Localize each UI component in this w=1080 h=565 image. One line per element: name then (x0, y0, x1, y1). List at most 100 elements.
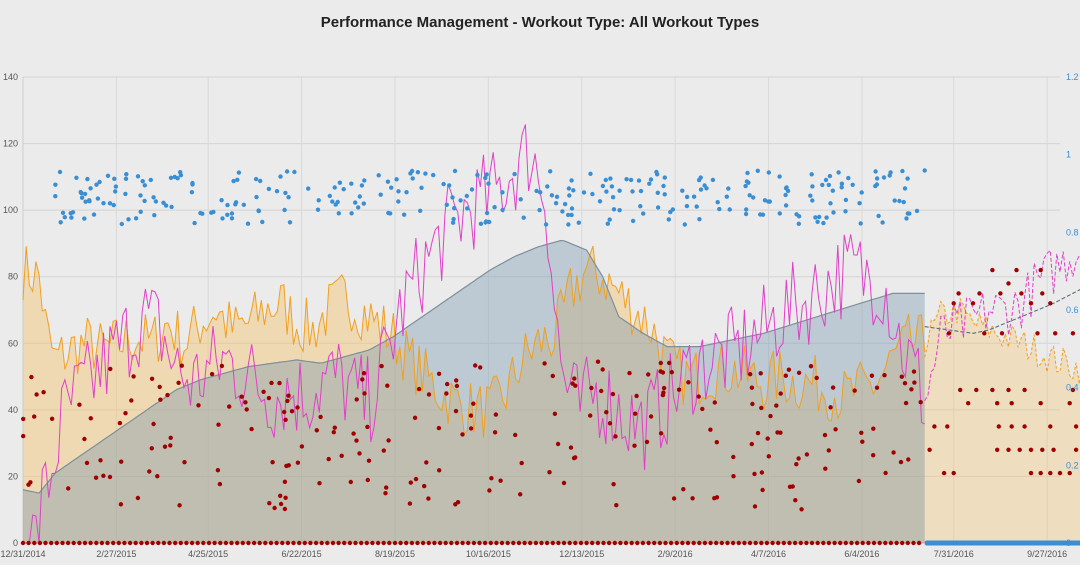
if-dot (500, 207, 505, 213)
if-dot (668, 209, 673, 215)
tss-dot (787, 484, 793, 489)
tss-zero-dot (888, 540, 894, 546)
tss-dot (361, 371, 367, 376)
if-dot (597, 199, 603, 204)
x-tick: 6/22/2015 (282, 549, 322, 559)
if-dot (831, 210, 836, 215)
if-dot (484, 172, 489, 177)
tss-zero-dot (280, 540, 285, 546)
tss-dot (216, 422, 221, 427)
tss-dot (283, 495, 288, 500)
if-dot (316, 198, 321, 203)
tss-forecast-dot (1019, 291, 1024, 296)
if-dot (624, 177, 629, 182)
if-dot (571, 188, 576, 193)
tss-zero-dot (263, 540, 268, 546)
tss-zero-dot (240, 540, 245, 546)
if-dot (500, 190, 505, 195)
left-axis: 0 20 40 60 80 100 120 140 (3, 72, 18, 548)
tss-dot (176, 380, 181, 385)
tss-dot (266, 395, 272, 401)
tss-zero-dot (268, 540, 274, 546)
tss-dot (759, 470, 765, 475)
tss-forecast-dot (1067, 470, 1072, 476)
if-dot (254, 194, 259, 200)
if-dot (655, 172, 660, 177)
tss-zero-dot (178, 540, 183, 546)
if-dot (783, 192, 788, 198)
if-dot (609, 184, 615, 189)
tss-zero-dot (460, 540, 465, 546)
tss-zero-dot (792, 540, 798, 546)
tss-dot (383, 491, 388, 496)
if-dot (744, 207, 749, 212)
tss-forecast-dot (941, 470, 947, 476)
tss-zero-dot (764, 540, 770, 546)
if-dot (702, 183, 707, 188)
if-dot (512, 171, 517, 177)
tss-zero-dot (663, 540, 668, 546)
tss-zero-dot (494, 540, 499, 546)
if-dot (655, 190, 660, 195)
tss-zero-dot (77, 540, 82, 546)
if-dot (57, 169, 63, 175)
tss-zero-dot (32, 540, 37, 546)
tss-zero-dot (49, 540, 54, 546)
tss-dot (453, 408, 459, 414)
tss-zero-dot (838, 540, 843, 546)
if-dot (260, 219, 265, 225)
tss-dot (365, 477, 370, 483)
tss-zero-dot (894, 540, 899, 546)
if-dot (484, 210, 490, 216)
tss-zero-dot (291, 540, 296, 546)
tss-dot (765, 436, 770, 441)
tss-zero-dot (578, 540, 584, 546)
if-dot (543, 222, 549, 227)
if-dot (483, 175, 488, 181)
tss-zero-dot (251, 540, 257, 546)
if-dot (486, 181, 491, 186)
tss-zero-dot (652, 540, 657, 546)
if-dot (87, 199, 92, 204)
tss-dot (365, 424, 370, 430)
tss-dot (408, 480, 413, 485)
if-dot (830, 188, 835, 193)
tss-forecast-dot (990, 387, 995, 393)
tss-dot (101, 473, 106, 478)
if-dot (492, 205, 497, 210)
if-dot (901, 199, 906, 205)
if-dot (821, 220, 826, 226)
tss-dot (147, 469, 152, 474)
if-dot (153, 199, 159, 204)
tss-zero-dot (618, 540, 623, 546)
tss-forecast-dot (998, 291, 1003, 296)
tss-dot (413, 476, 419, 482)
if-dot (717, 206, 722, 212)
tss-dot (270, 460, 275, 465)
if-dot (560, 209, 565, 214)
if-dot (78, 189, 83, 195)
tss-zero-dot (590, 540, 595, 546)
tss-dot (826, 448, 831, 453)
if-dot (79, 195, 85, 200)
tss-dot (759, 405, 764, 411)
tss-zero-dot (229, 540, 234, 546)
tss-dot (436, 371, 442, 376)
tss-dot (755, 430, 761, 436)
tss-dot (661, 385, 667, 391)
tss-dot (911, 369, 917, 374)
if-dot (684, 203, 690, 209)
if-dot (378, 192, 383, 197)
tss-dot (98, 458, 103, 463)
if-dot (450, 220, 456, 225)
tss-dot (833, 427, 838, 432)
if-dot (287, 220, 293, 225)
tss-dot (774, 403, 779, 408)
tss-zero-dot (787, 540, 792, 546)
tss-dot (473, 363, 478, 368)
if-dot (850, 182, 855, 187)
tss-dot (676, 387, 682, 392)
tss-dot (571, 455, 577, 461)
tss-dot (272, 505, 277, 511)
if-dot (783, 203, 789, 208)
